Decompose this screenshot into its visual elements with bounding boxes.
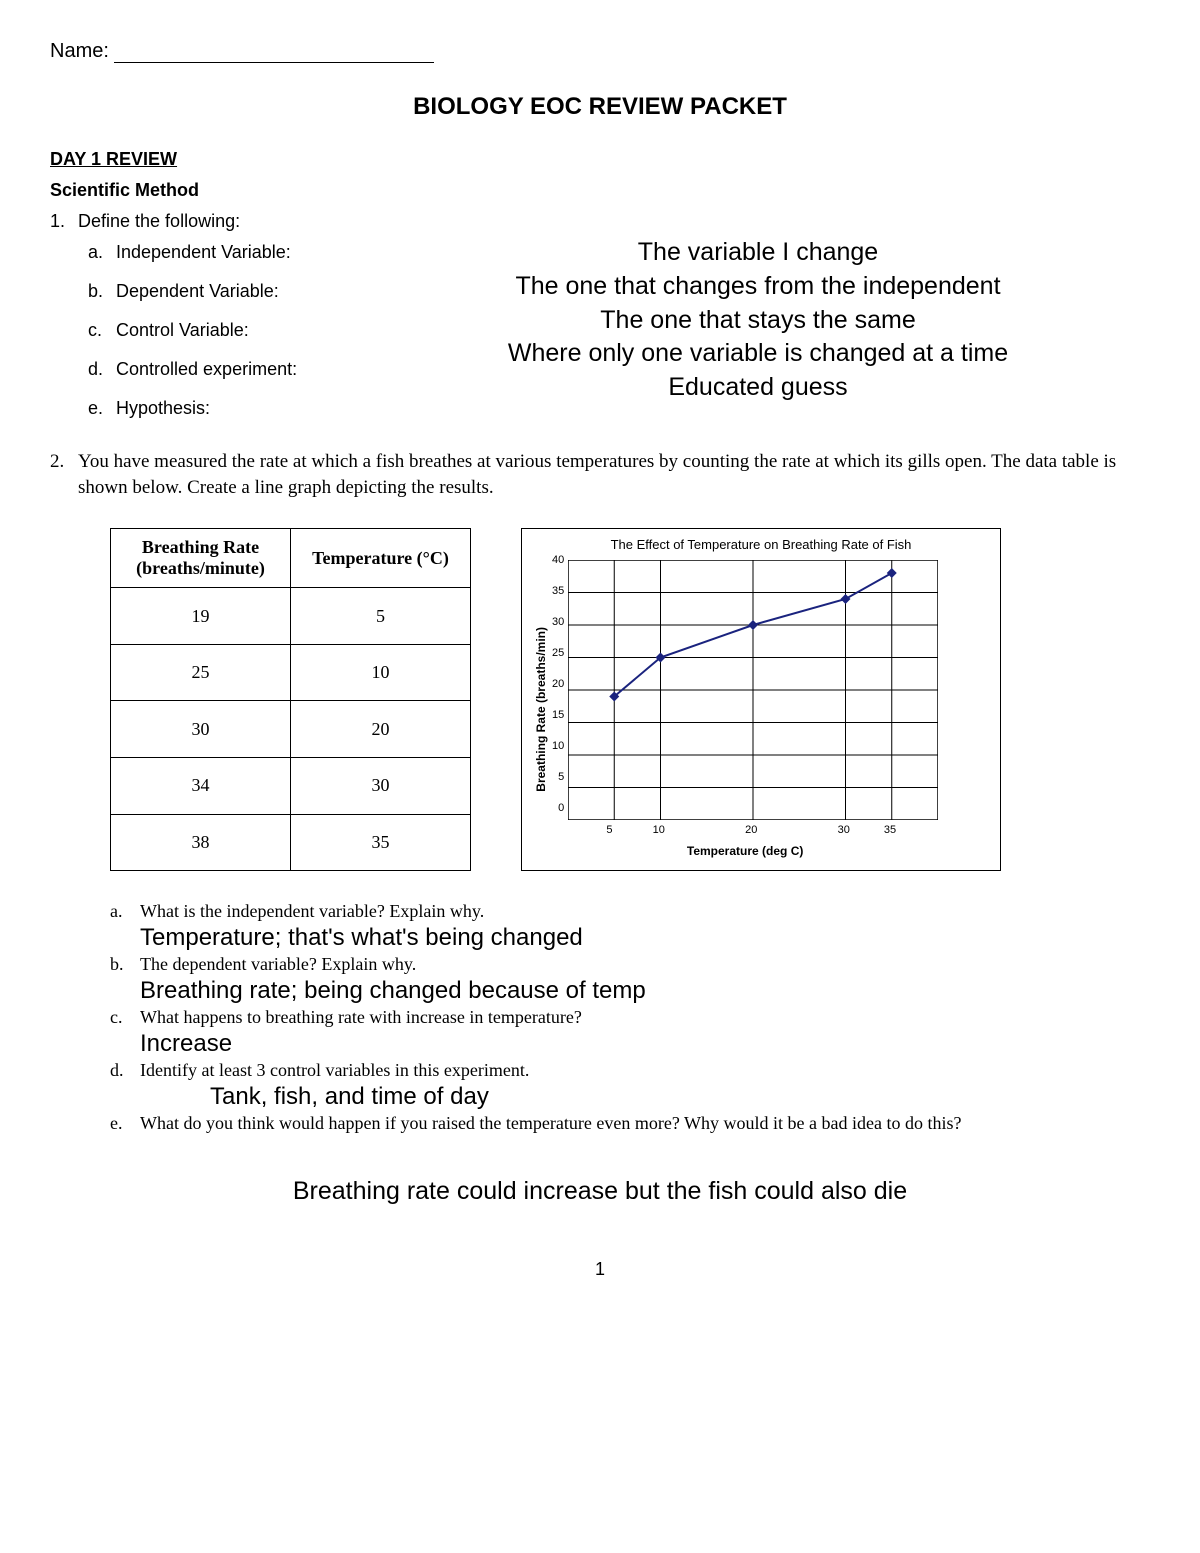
- definition-letter: b.: [88, 281, 116, 302]
- question-2: 2. You have measured the rate at which a…: [50, 449, 1150, 1209]
- table-header: Breathing Rate (breaths/minute): [111, 529, 291, 588]
- definition-label: Independent Variable:: [116, 242, 346, 263]
- table-cell: 5: [291, 588, 471, 645]
- definition-answer: The one that changes from the independen…: [378, 270, 1138, 304]
- definition-answer: The variable I change: [378, 236, 1138, 270]
- definition-answer: The one that stays the same: [378, 304, 1138, 338]
- q1-answers-block: The variable I changeThe one that change…: [378, 236, 1138, 405]
- chart-xlabel: Temperature (deg C): [687, 844, 803, 858]
- name-label: Name:: [50, 40, 109, 62]
- sub-question-letter: d.: [110, 1060, 140, 1081]
- definition-label: Control Variable:: [116, 320, 346, 341]
- xtick-label: 5: [606, 824, 612, 836]
- xtick-label: 30: [838, 824, 850, 836]
- sub-question-text: Identify at least 3 control variables in…: [140, 1060, 1150, 1081]
- xtick-label: 10: [653, 824, 665, 836]
- table-row: 3430: [111, 758, 471, 815]
- q2-prompt: You have measured the rate at which a fi…: [78, 449, 1150, 500]
- sub-question-text: The dependent variable? Explain why.: [140, 954, 1150, 975]
- chart-ylabel: Breathing Rate (breaths/min): [534, 627, 548, 792]
- chart-yticks: 40 35 30 25 20 15 10 5 0: [552, 554, 568, 814]
- ytick-label: 40: [552, 554, 564, 566]
- chart-plot: [568, 560, 938, 820]
- table-row: 2510: [111, 644, 471, 701]
- q2-final-answer: Breathing rate could increase but the fi…: [50, 1174, 1150, 1209]
- sub-question: b.The dependent variable? Explain why.: [110, 954, 1150, 975]
- xtick-label: 35: [884, 824, 896, 836]
- table-cell: 35: [291, 814, 471, 871]
- table-row: 195: [111, 588, 471, 645]
- sub-question: a.What is the independent variable? Expl…: [110, 901, 1150, 922]
- data-table: Breathing Rate (breaths/minute)Temperatu…: [110, 528, 471, 871]
- document-title: BIOLOGY EOC REVIEW PACKET: [50, 93, 1150, 121]
- sub-question: c.What happens to breathing rate with in…: [110, 1007, 1150, 1028]
- q2-number: 2.: [50, 449, 78, 475]
- table-cell: 25: [111, 644, 291, 701]
- sub-answer: Tank, fish, and time of day: [210, 1083, 1150, 1111]
- chart-container: The Effect of Temperature on Breathing R…: [521, 528, 1001, 871]
- sub-question-text: What do you think would happen if you ra…: [140, 1113, 1150, 1134]
- table-cell: 30: [111, 701, 291, 758]
- page-number: 1: [50, 1259, 1150, 1280]
- table-row: 3020: [111, 701, 471, 758]
- question-1: 1. Define the following:: [50, 211, 1150, 232]
- section-heading: Scientific Method: [50, 180, 1150, 201]
- sub-question-letter: e.: [110, 1113, 140, 1134]
- definition-answer: Educated guess: [378, 371, 1138, 405]
- ytick-label: 30: [552, 616, 564, 628]
- definition-label: Hypothesis:: [116, 398, 346, 419]
- sub-question: e.What do you think would happen if you …: [110, 1113, 1150, 1134]
- ytick-label: 20: [552, 678, 564, 690]
- ytick-label: 15: [552, 709, 564, 721]
- sub-answer: Temperature; that's what's being changed: [140, 924, 1150, 952]
- sub-question-letter: a.: [110, 901, 140, 922]
- sub-question-text: What happens to breathing rate with incr…: [140, 1007, 1150, 1028]
- table-cell: 38: [111, 814, 291, 871]
- day-heading: DAY 1 REVIEW: [50, 149, 1150, 170]
- ytick-label: 5: [558, 771, 564, 783]
- sub-answer: Increase: [140, 1030, 1150, 1058]
- table-cell: 19: [111, 588, 291, 645]
- q1-prompt: Define the following:: [78, 211, 1150, 232]
- definition-letter: c.: [88, 320, 116, 341]
- table-cell: 20: [291, 701, 471, 758]
- q2-sub-questions: a.What is the independent variable? Expl…: [110, 901, 1150, 1134]
- name-blank-line[interactable]: [114, 41, 434, 63]
- sub-answer: Breathing rate; being changed because of…: [140, 977, 1150, 1005]
- ytick-label: 10: [552, 740, 564, 752]
- q1-definition-list: a.Independent Variable:b.Dependent Varia…: [88, 242, 1150, 419]
- ytick-label: 0: [558, 802, 564, 814]
- ytick-label: 25: [552, 647, 564, 659]
- definition-answer: Where only one variable is changed at a …: [378, 337, 1138, 371]
- table-header: Temperature (°C): [291, 529, 471, 588]
- definition-letter: d.: [88, 359, 116, 380]
- table-cell: 10: [291, 644, 471, 701]
- table-cell: 30: [291, 758, 471, 815]
- sub-question-letter: b.: [110, 954, 140, 975]
- sub-question-text: What is the independent variable? Explai…: [140, 901, 1150, 922]
- ytick-label: 35: [552, 585, 564, 597]
- sub-question: d.Identify at least 3 control variables …: [110, 1060, 1150, 1081]
- definition-letter: a.: [88, 242, 116, 263]
- sub-question-letter: c.: [110, 1007, 140, 1028]
- table-cell: 34: [111, 758, 291, 815]
- q1-number: 1.: [50, 211, 78, 232]
- chart-xticks: 5 10 20 30 35: [568, 824, 938, 838]
- name-field-row: Name:: [50, 40, 1150, 63]
- chart-title: The Effect of Temperature on Breathing R…: [534, 537, 988, 554]
- definition-label: Controlled experiment:: [116, 359, 346, 380]
- definition-label: Dependent Variable:: [116, 281, 346, 302]
- xtick-label: 20: [745, 824, 757, 836]
- definition-letter: e.: [88, 398, 116, 419]
- table-row: 3835: [111, 814, 471, 871]
